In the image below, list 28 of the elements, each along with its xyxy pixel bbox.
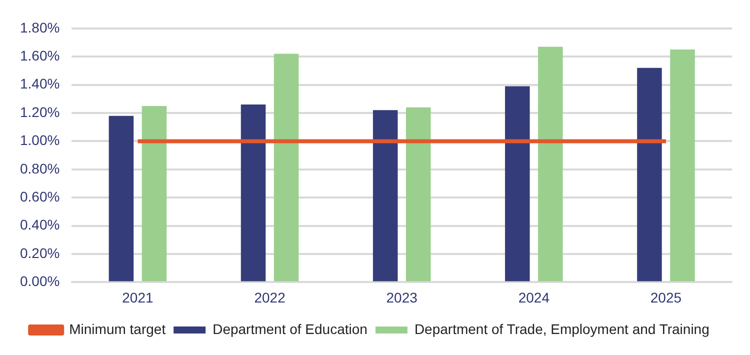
y-tick-label: 1.00% bbox=[20, 132, 60, 148]
y-tick-label: 1.20% bbox=[20, 104, 60, 120]
y-tick-label: 0.40% bbox=[20, 216, 60, 233]
y-tick-label: 1.60% bbox=[20, 47, 60, 64]
y-tick-label: 1.40% bbox=[20, 76, 60, 92]
legend-label: Department of Trade, Employment and Training bbox=[414, 320, 710, 337]
y-tick-label: 0.80% bbox=[20, 160, 60, 176]
bar bbox=[372, 110, 398, 282]
bar bbox=[406, 107, 431, 282]
x-tick-label: 2021 bbox=[122, 289, 154, 306]
x-tick-label: 2023 bbox=[386, 289, 418, 306]
legend-label: Minimum target bbox=[69, 320, 166, 337]
x-tick-label: 2025 bbox=[650, 289, 682, 306]
x-tick-label: 2024 bbox=[518, 289, 550, 306]
bar bbox=[142, 106, 167, 282]
legend-label: Department of Education bbox=[212, 320, 368, 337]
bar bbox=[274, 54, 299, 282]
y-tick-label: 0.00% bbox=[20, 273, 60, 290]
x-tick-label: 2022 bbox=[254, 289, 286, 306]
bar bbox=[670, 50, 695, 282]
y-tick-label: 0.60% bbox=[20, 188, 60, 204]
bar bbox=[240, 104, 266, 282]
bar bbox=[505, 86, 530, 282]
bar bbox=[637, 68, 662, 282]
y-tick-label: 1.80% bbox=[20, 19, 60, 36]
y-tick-label: 0.20% bbox=[20, 244, 60, 261]
bar bbox=[538, 46, 563, 282]
bar bbox=[108, 116, 134, 282]
